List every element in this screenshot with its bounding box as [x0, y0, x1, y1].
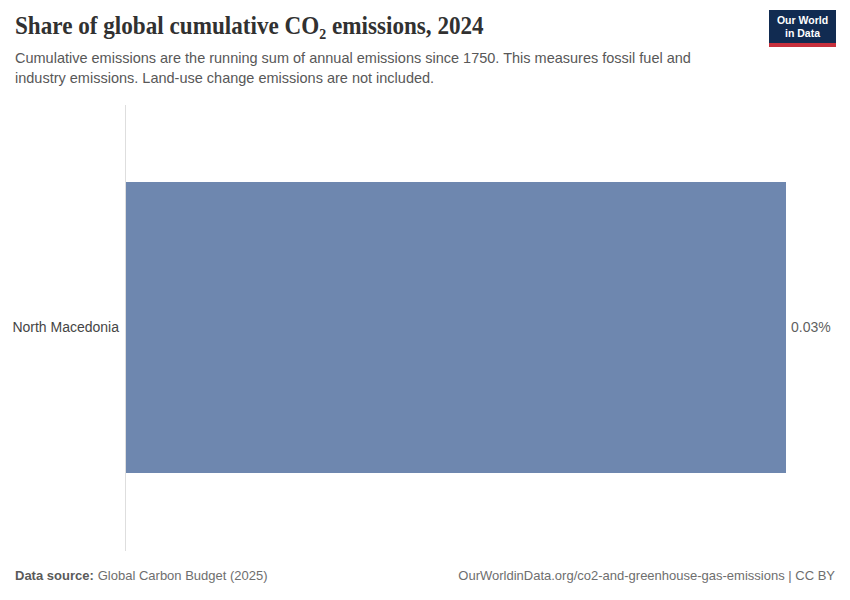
category-label: North Macedonia [0, 320, 119, 335]
chart-title: Share of global cumulative CO₂ emissions… [15, 10, 484, 42]
data-source: Data source: Global Carbon Budget (2025) [15, 568, 268, 584]
value-label: 0.03% [791, 320, 831, 335]
attribution[interactable]: OurWorldinData.org/co2-and-greenhouse-ga… [458, 568, 835, 584]
bar-north-macedonia[interactable] [126, 182, 786, 473]
owid-logo-line1: Our World [769, 14, 836, 27]
owid-logo: Our World in Data [769, 10, 836, 47]
data-source-label: Data source: [15, 568, 94, 583]
chart-page: Share of global cumulative CO₂ emissions… [0, 0, 850, 600]
data-source-value: Global Carbon Budget (2025) [98, 568, 268, 583]
chart-footer: Data source:Global Carbon Budget (2025) … [15, 568, 835, 584]
chart-subtitle: Cumulative emissions are the running sum… [15, 48, 721, 88]
owid-logo-line2: in Data [769, 27, 836, 40]
